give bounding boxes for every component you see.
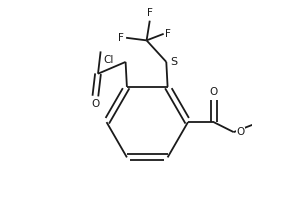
Text: O: O — [91, 99, 99, 109]
Text: Cl: Cl — [103, 55, 114, 65]
Text: S: S — [170, 57, 177, 67]
Text: O: O — [210, 87, 218, 97]
Text: F: F — [165, 29, 171, 39]
Text: F: F — [147, 8, 153, 18]
Text: F: F — [118, 33, 124, 43]
Text: O: O — [236, 127, 245, 137]
